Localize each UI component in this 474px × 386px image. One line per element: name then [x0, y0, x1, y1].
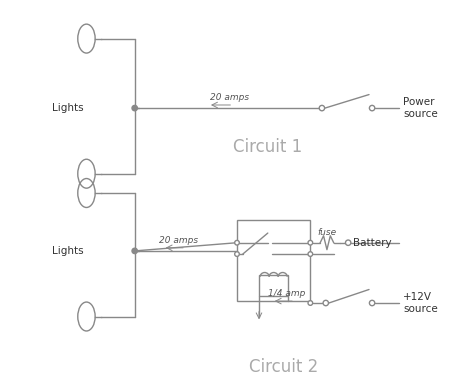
Circle shape	[235, 240, 239, 245]
Circle shape	[369, 105, 375, 111]
Text: Lights: Lights	[52, 246, 83, 256]
Circle shape	[132, 105, 137, 111]
Circle shape	[323, 300, 328, 306]
Text: 20 amps: 20 amps	[159, 236, 198, 245]
Bar	[259, 275, 288, 296]
Text: 20 amps: 20 amps	[210, 93, 249, 102]
Circle shape	[308, 301, 313, 305]
Text: Power
source: Power source	[403, 97, 438, 119]
Circle shape	[235, 252, 239, 256]
Circle shape	[308, 240, 313, 245]
Circle shape	[132, 248, 137, 254]
Circle shape	[308, 252, 313, 256]
Text: fuse: fuse	[318, 228, 337, 237]
Text: Battery: Battery	[353, 238, 392, 248]
Text: +12V
source: +12V source	[403, 292, 438, 314]
Text: Lights: Lights	[52, 103, 83, 113]
Text: Circuit 2: Circuit 2	[249, 358, 318, 376]
Circle shape	[319, 105, 325, 111]
Circle shape	[369, 300, 375, 306]
Bar	[237, 220, 310, 301]
Text: Circuit 1: Circuit 1	[233, 138, 302, 156]
Circle shape	[346, 240, 351, 245]
Text: 1/4 amp: 1/4 amp	[268, 289, 306, 298]
